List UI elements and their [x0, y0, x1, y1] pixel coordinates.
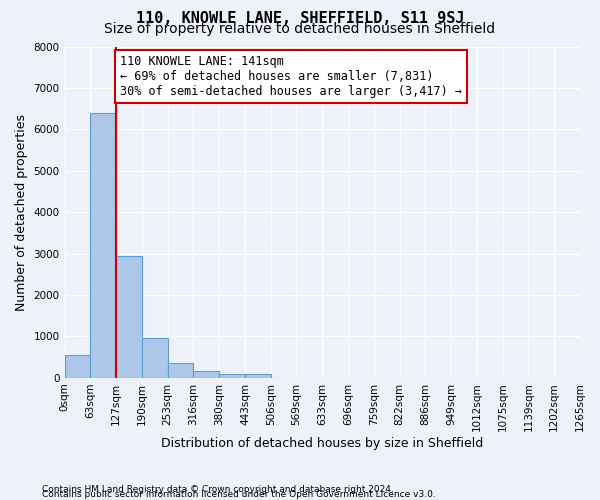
- Bar: [245, 374, 271, 378]
- Bar: [142, 338, 167, 378]
- Y-axis label: Number of detached properties: Number of detached properties: [15, 114, 28, 310]
- Text: Contains HM Land Registry data © Crown copyright and database right 2024.: Contains HM Land Registry data © Crown c…: [42, 484, 394, 494]
- Bar: [193, 370, 219, 378]
- Bar: [91, 113, 116, 378]
- Text: Size of property relative to detached houses in Sheffield: Size of property relative to detached ho…: [104, 22, 496, 36]
- Bar: [65, 354, 91, 378]
- Text: Contains public sector information licensed under the Open Government Licence v3: Contains public sector information licen…: [42, 490, 436, 499]
- Bar: [219, 374, 245, 378]
- Text: 110, KNOWLE LANE, SHEFFIELD, S11 9SJ: 110, KNOWLE LANE, SHEFFIELD, S11 9SJ: [136, 11, 464, 26]
- Bar: [116, 256, 142, 378]
- Text: 110 KNOWLE LANE: 141sqm
← 69% of detached houses are smaller (7,831)
30% of semi: 110 KNOWLE LANE: 141sqm ← 69% of detache…: [120, 55, 462, 98]
- Bar: [167, 363, 193, 378]
- X-axis label: Distribution of detached houses by size in Sheffield: Distribution of detached houses by size …: [161, 437, 484, 450]
